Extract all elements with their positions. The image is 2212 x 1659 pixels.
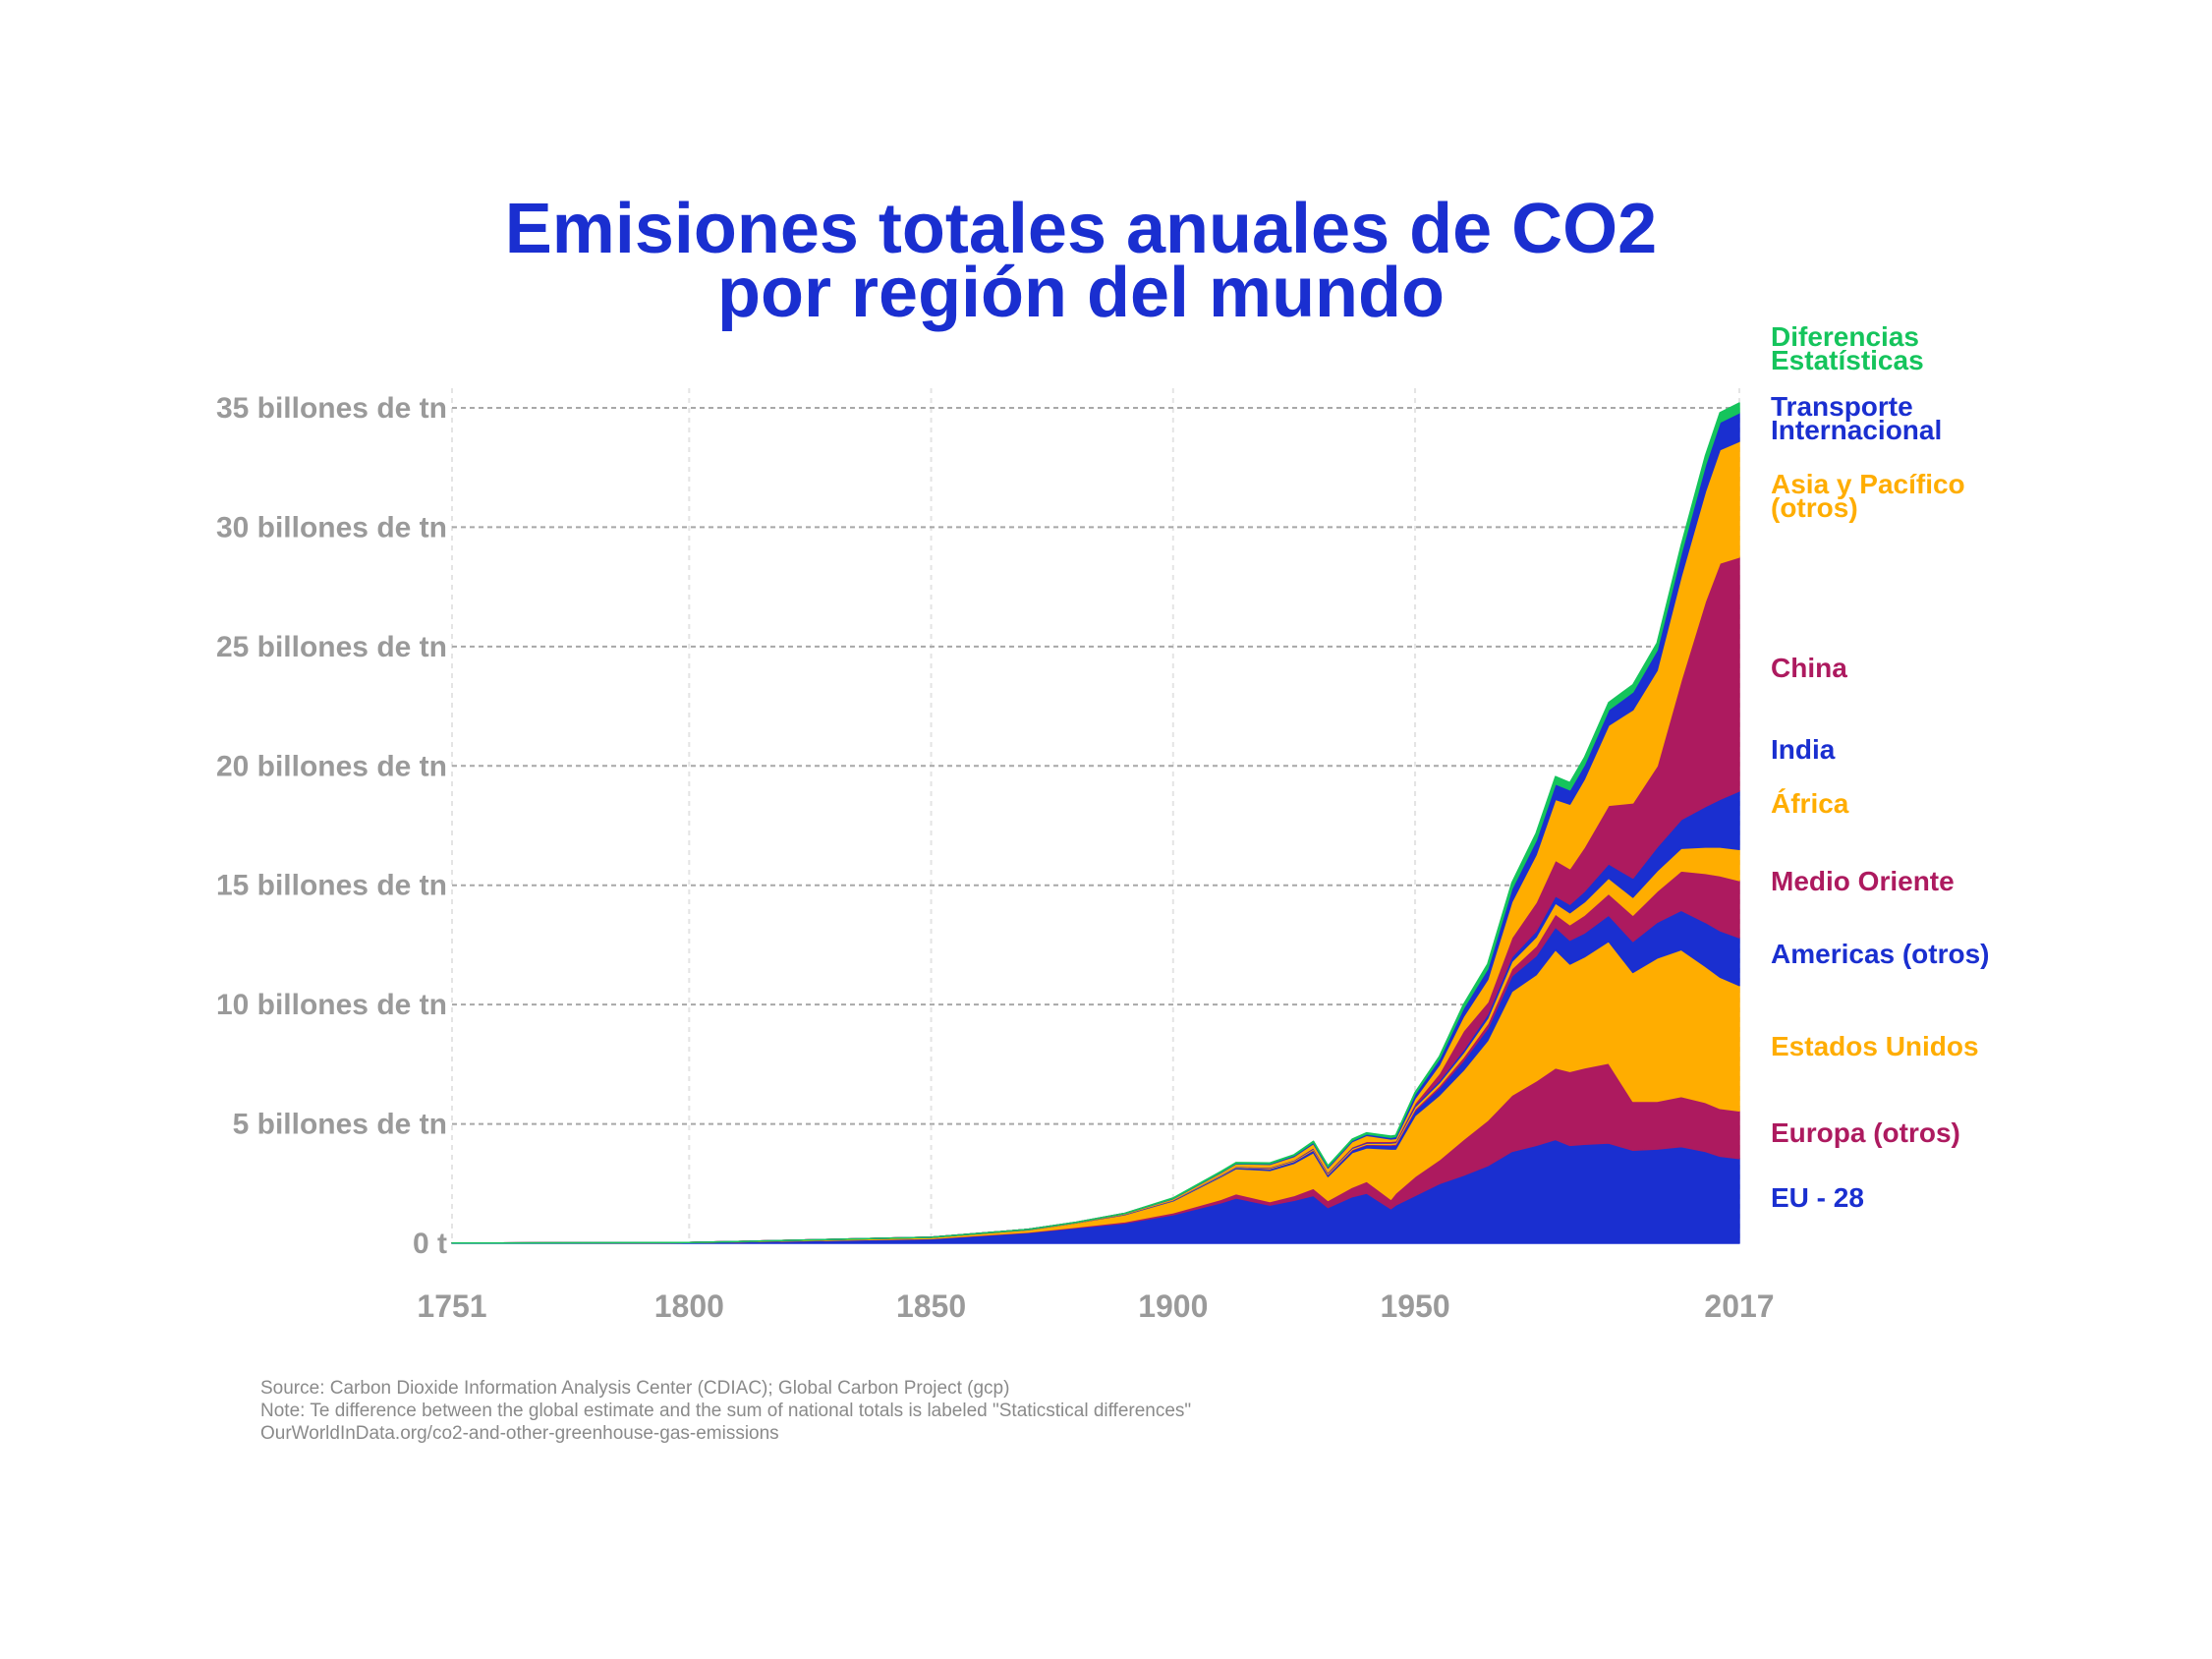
series-label-line: Diferencias	[1771, 321, 1919, 352]
series-label-line: Estatísticas	[1771, 345, 1924, 375]
series-label-line: Asia y Pacífico	[1771, 469, 1965, 499]
x-tick-label: 1900	[1138, 1288, 1208, 1324]
area-eu-28	[451, 1138, 1740, 1244]
series-label: Americas (otros)	[1771, 939, 1990, 969]
series-label: África	[1771, 788, 1849, 819]
note-line: Source: Carbon Dioxide Information Analy…	[260, 1378, 1009, 1399]
y-tick-label: 0 t	[413, 1228, 447, 1260]
series-label-line: Medio Oriente	[1771, 866, 1955, 896]
series-label: Asia y Pacífico (otros)	[1771, 469, 1965, 523]
series-label-line: India	[1771, 734, 1836, 765]
series-labels: Diferencias Estatísticas Transporte Interna…	[1771, 321, 1990, 1213]
series-label-line: EU - 28	[1771, 1182, 1864, 1213]
y-tick-label: 20 billones de tn	[216, 750, 447, 782]
series-label: China	[1771, 653, 1847, 683]
x-tick-label: 1800	[654, 1288, 724, 1324]
series-label: Medio Oriente	[1771, 866, 1955, 896]
x-tick-label: 1751	[417, 1288, 486, 1324]
x-axis-ticks: 1751 1800 1850 1900 1950 2017	[417, 1288, 1774, 1324]
chart-title-line-2: por región del mundo	[717, 254, 1445, 332]
series-label: EU - 28	[1771, 1182, 1864, 1213]
y-axis-ticks: 0 t 5 billones de tn 10 billones de tn 15 b…	[216, 392, 447, 1260]
series-label-line: África	[1771, 788, 1849, 819]
y-tick-label: 30 billones de tn	[216, 511, 447, 543]
y-tick-label: 5 billones de tn	[233, 1109, 447, 1141]
y-tick-label: 10 billones de tn	[216, 989, 447, 1021]
series-label: India	[1771, 734, 1836, 765]
chart-title: Emisiones totales anuales de CO2 por reg…	[505, 190, 1657, 332]
series-label-line: Internacional	[1771, 415, 1942, 445]
x-tick-label: 1950	[1380, 1288, 1449, 1324]
chart-title-line-1: Emisiones totales anuales de CO2	[505, 190, 1657, 268]
series-label-line: Europa (otros)	[1771, 1117, 1960, 1148]
y-tick-label: 25 billones de tn	[216, 631, 447, 663]
y-tick-label: 35 billones de tn	[216, 392, 447, 425]
series-label: Diferencias Estatísticas	[1771, 321, 1924, 375]
series-label-line: China	[1771, 653, 1847, 683]
note-line: Note: Te difference between the global e…	[260, 1401, 1191, 1421]
stacked-areas	[451, 402, 1740, 1244]
series-label-line: Transporte	[1771, 391, 1913, 422]
series-label: Europa (otros)	[1771, 1117, 1960, 1148]
y-tick-label: 15 billones de tn	[216, 870, 447, 902]
note-line: OurWorldInData.org/co2-and-other-greenho…	[260, 1423, 779, 1444]
series-label-line: (otros)	[1771, 492, 1858, 523]
source-notes: Source: Carbon Dioxide Information Analy…	[260, 1378, 1191, 1444]
series-label-line: Estados Unidos	[1771, 1031, 1979, 1061]
series-label: Estados Unidos	[1771, 1031, 1979, 1061]
x-tick-label: 1850	[896, 1288, 966, 1324]
x-tick-label: 2017	[1704, 1288, 1774, 1324]
area-diferencias-estad-sticas	[451, 402, 1740, 1244]
series-label-line: Americas (otros)	[1771, 939, 1990, 969]
series-label: Transporte Internacional	[1771, 391, 1942, 445]
